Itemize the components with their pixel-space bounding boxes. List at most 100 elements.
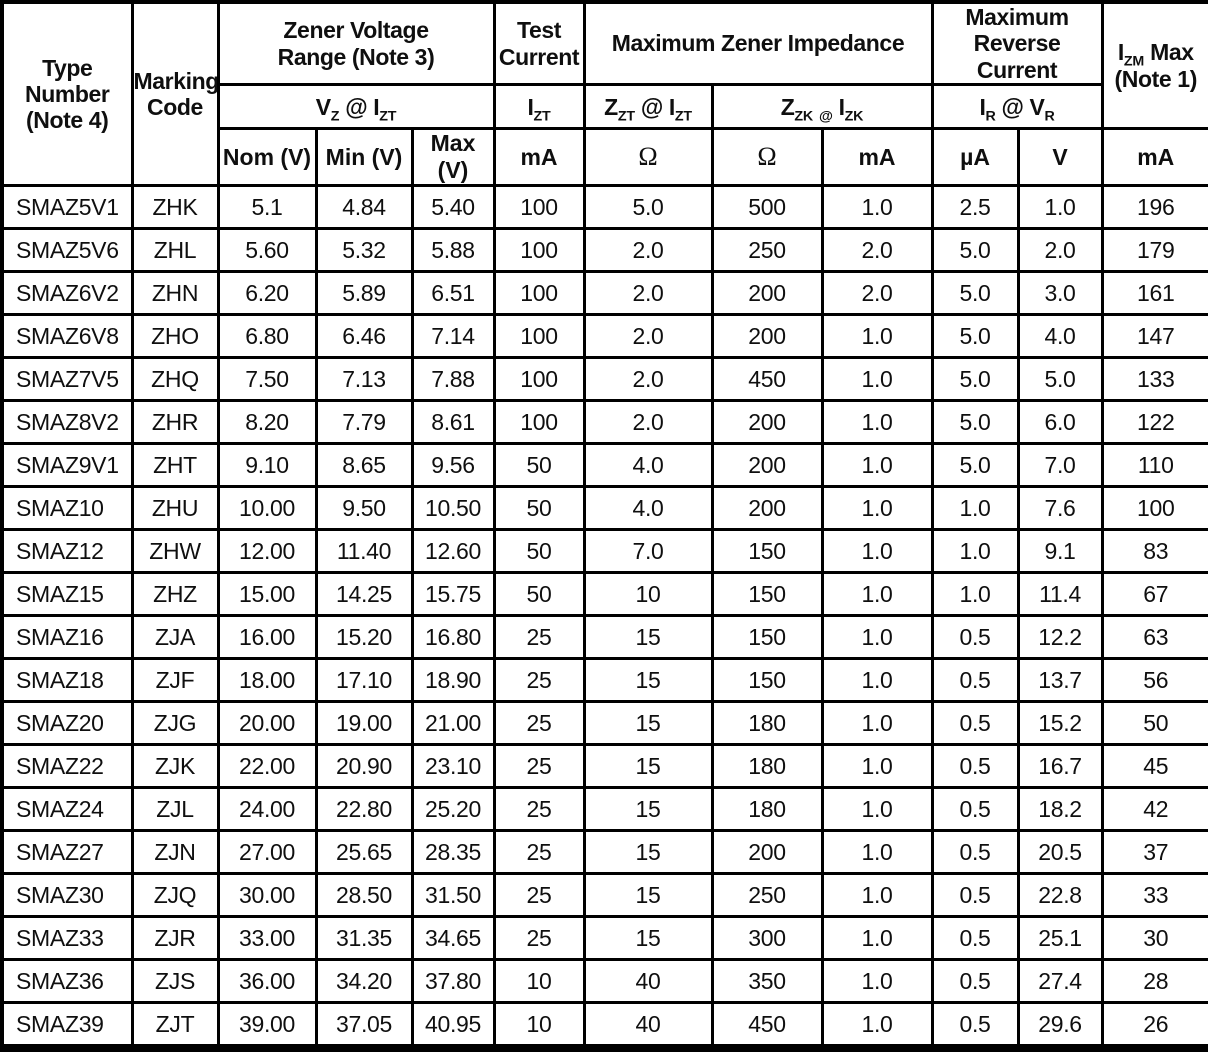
cell-type-number: SMAZ16 [0,614,134,661]
table-cell: 1.0 [820,184,934,231]
table-row: SMAZ6V8 ZHO 6.80 6.46 7.14 100 2.0 200 1.0 5.0 4.0… [0,313,1208,360]
table-cell: ZJT [130,1001,220,1050]
table-cell: 15.20 [314,614,414,661]
table-cell: 50 [1100,700,1208,747]
cell-type-number: SMAZ6V8 [0,313,134,360]
table-cell: 33.00 [216,915,318,962]
table-cell: 2.0 [582,356,714,403]
table-cell: 5.0 [930,356,1020,403]
table-cell: 450 [710,1001,824,1050]
table-cell: 1.0 [930,528,1020,575]
table-cell: 2.0 [582,313,714,360]
table-cell: 0.5 [930,958,1020,1005]
table-cell: ZJQ [130,872,220,919]
table-cell: 37.80 [410,958,496,1005]
table-cell: 15 [582,614,714,661]
table-cell: 50 [492,571,586,618]
table-cell: 5.0 [1016,356,1104,403]
table-row: SMAZ16 ZJA 16.00 15.20 16.80 25 15 150 1.0 0.5 12.… [0,614,1208,661]
table-cell: 7.0 [1016,442,1104,489]
table-cell: 56 [1100,657,1208,704]
table-cell: 13.7 [1016,657,1104,704]
header-test-current: Test Current [492,0,586,87]
table-cell: 18.2 [1016,786,1104,833]
header-unit: Min (V) [314,127,414,188]
header-zener-voltage-range: Zener Voltage Range (Note 3) [216,0,496,87]
table-cell: 250 [710,227,824,274]
table-cell: 0.5 [930,700,1020,747]
header-row-conditions: VZ @ IZT IZT ZZT @ IZT ZZK @ IZK IR @ VR [2,83,1208,131]
cell-type-number: SMAZ10 [0,485,134,532]
table-cell: 100 [492,184,586,231]
table-cell: 45 [1100,743,1208,790]
cell-type-number: SMAZ8V2 [0,399,134,446]
table-cell: 1.0 [930,485,1020,532]
table-cell: 100 [492,356,586,403]
cell-type-number: SMAZ30 [0,872,134,919]
table-cell: 34.20 [314,958,414,1005]
table-cell: 1.0 [820,528,934,575]
header-unit: Max (V) [410,127,496,188]
table-cell: 8.61 [410,399,496,446]
table-cell: ZHR [130,399,220,446]
table-cell: 5.89 [314,270,414,317]
table-cell: 2.0 [1016,227,1104,274]
table-cell: 26 [1100,1001,1208,1050]
table-cell: 15 [582,657,714,704]
table-cell: 15 [582,872,714,919]
table-cell: 12.2 [1016,614,1104,661]
header-max-zener-impedance: Maximum Zener Impedance [582,0,934,87]
table-row: SMAZ10 ZHU 10.00 9.50 10.50 50 4.0 200 1.0 1.0 7.6… [0,485,1208,532]
table-cell: 6.46 [314,313,414,360]
table-cell: 1.0 [820,872,934,919]
table-cell: 20.90 [314,743,414,790]
table-row: SMAZ5V6 ZHL 5.60 5.32 5.88 100 2.0 250 2.0 5.0 2.0… [0,227,1208,274]
table-cell: 25.65 [314,829,414,876]
table-cell: 2.0 [582,227,714,274]
table-cell: 0.5 [930,614,1020,661]
table-cell: ZHQ [130,356,220,403]
table-cell: 200 [710,829,824,876]
table-cell: 15 [582,786,714,833]
table-cell: 5.40 [410,184,496,231]
table-cell: 30.00 [216,872,318,919]
header-unit: Ω [710,127,824,188]
table-cell: 7.0 [582,528,714,575]
table-cell: 0.5 [930,1001,1020,1050]
table-cell: 1.0 [820,743,934,790]
table-cell: 18.90 [410,657,496,704]
cell-type-number: SMAZ7V5 [0,356,134,403]
table-cell: 1.0 [820,657,934,704]
table-cell: 5.0 [930,399,1020,446]
table-cell: ZJS [130,958,220,1005]
table-cell: 5.0 [930,227,1020,274]
table-row: SMAZ33 ZJR 33.00 31.35 34.65 25 15 300 1.0 0.5 25.… [0,915,1208,962]
table-cell: 9.1 [1016,528,1104,575]
table-row: SMAZ39 ZJT 39.00 37.05 40.95 10 40 450 1.0 0.5 29.… [0,1001,1208,1050]
table-cell: 0.5 [930,872,1020,919]
header-type-number: Type Number (Note 4) [0,0,134,188]
table-cell: 150 [710,614,824,661]
table-row: SMAZ8V2 ZHR 8.20 7.79 8.61 100 2.0 200 1.0 5.0 6.0… [0,399,1208,446]
table-cell: 50 [492,485,586,532]
table-cell: 0.5 [930,786,1020,833]
table-cell: 25 [492,743,586,790]
table-cell: 4.0 [582,442,714,489]
table-cell: 6.0 [1016,399,1104,446]
table-cell: 1.0 [820,614,934,661]
table-cell: 10 [582,571,714,618]
table-cell: 25 [492,786,586,833]
table-cell: ZJG [130,700,220,747]
table-cell: 1.0 [820,958,934,1005]
table-cell: 20.00 [216,700,318,747]
table-cell: 1.0 [820,786,934,833]
table-cell: 16.80 [410,614,496,661]
table-cell: 31.35 [314,915,414,962]
cell-type-number: SMAZ5V1 [0,184,134,231]
table-cell: 250 [710,872,824,919]
table-cell: ZHO [130,313,220,360]
table-header: Type Number (Note 4) Marking Code Zener Vol… [0,0,1208,188]
table-cell: 196 [1100,184,1208,231]
header-unit: mA [820,127,934,188]
